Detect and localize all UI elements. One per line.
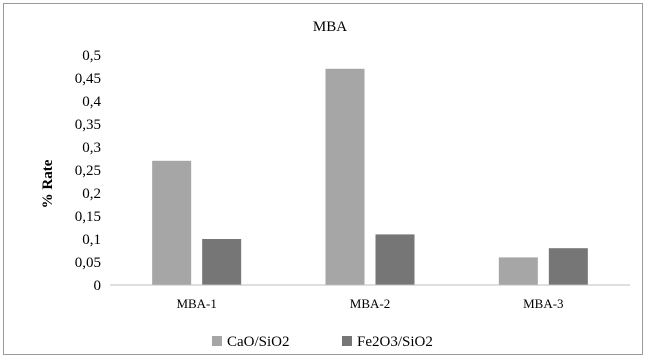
y-tick-label: 0,4	[82, 94, 101, 110]
bar-fe2o3-sio2-mba-2	[375, 234, 415, 285]
y-axis-label: % Rate	[40, 159, 56, 208]
bar-fe2o3-sio2-mba-3	[548, 248, 588, 285]
x-tick-label: MBA-1	[176, 296, 216, 311]
chart-title: MBA	[313, 19, 347, 35]
bar-cao-sio2-mba-3	[498, 257, 538, 285]
legend-swatch	[212, 336, 222, 346]
bar-cao-sio2-mba-2	[325, 68, 365, 285]
y-tick-label: 0	[94, 278, 102, 294]
y-tick-label: 0,25	[75, 163, 101, 179]
x-tick-label: MBA-2	[350, 296, 390, 311]
y-tick-label: 0,35	[75, 117, 101, 133]
bar-cao-sio2-mba-1	[152, 160, 192, 285]
bar-fe2o3-sio2-mba-1	[202, 239, 242, 285]
legend-swatch	[342, 336, 352, 346]
y-tick-label: 0,1	[82, 232, 101, 248]
y-tick-label: 0,3	[82, 140, 101, 156]
x-tick-label: MBA-3	[523, 296, 563, 311]
y-tick-label: 0,5	[82, 48, 101, 64]
legend-label: Fe2O3/SiO2	[357, 334, 433, 350]
chart-frame	[3, 3, 643, 355]
y-tick-label: 0,2	[82, 186, 101, 202]
y-tick-label: 0,45	[75, 71, 101, 87]
legend-label: CaO/SiO2	[227, 334, 290, 350]
legend: CaO/SiO2 Fe2O3/SiO2	[212, 334, 433, 350]
y-tick-label: 0,05	[75, 255, 101, 271]
y-tick-label: 0,15	[75, 209, 101, 225]
